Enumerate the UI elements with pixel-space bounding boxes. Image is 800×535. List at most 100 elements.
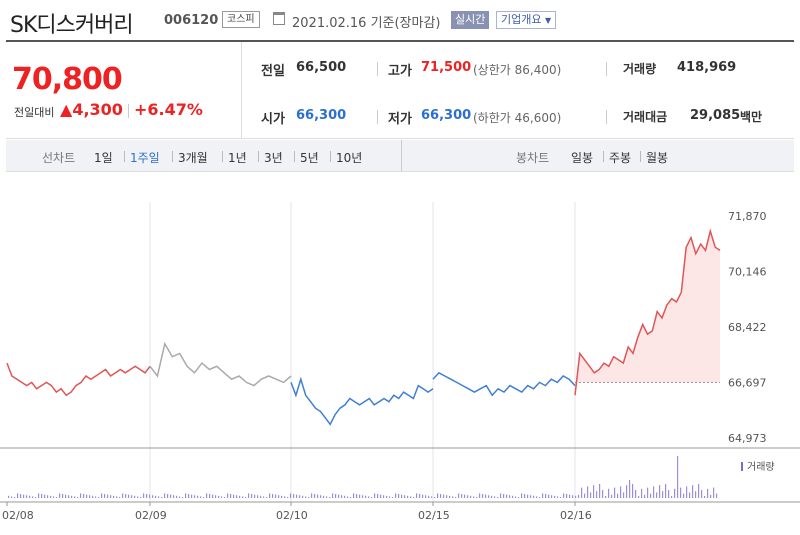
volume-bar	[260, 495, 262, 498]
volume-bar	[353, 493, 355, 498]
x-tick-label: 02/15	[418, 509, 450, 522]
y-tick-label: 64,973	[728, 432, 767, 445]
volume-bar	[188, 494, 190, 498]
volume-bar	[380, 494, 382, 498]
volume-bar	[389, 496, 391, 498]
volume-bar	[614, 487, 616, 498]
tab-separator	[330, 151, 331, 162]
volume-bar	[467, 495, 469, 498]
volume-bar	[71, 495, 73, 498]
tab-line-6[interactable]: 10년	[336, 151, 363, 165]
stock-code: 006120	[164, 13, 219, 28]
volume-bar	[545, 494, 547, 498]
tab-candle-2[interactable]: 월봉	[646, 151, 669, 165]
volume-bar	[491, 495, 493, 498]
change-percent: +6.47%	[134, 100, 203, 119]
volume-bar	[128, 494, 130, 498]
volume-bar	[506, 494, 508, 498]
volume-bar	[341, 495, 343, 498]
volume-bar	[11, 496, 13, 498]
tab-candle-1[interactable]: 주봉	[609, 151, 632, 165]
volume-bar	[314, 494, 316, 498]
chevron-down-icon: ▼	[544, 16, 552, 25]
price-panel: 70,800 전일대비 ▲4,300 +6.47% 전일 66,500 고가 7…	[6, 40, 794, 139]
y-tick-label: 70,146	[728, 265, 767, 278]
volume-legend: 거래량	[747, 461, 775, 473]
volume-bar	[26, 495, 28, 498]
volume-bar	[200, 496, 202, 498]
volume-bar	[485, 494, 487, 498]
volume-bar	[548, 494, 550, 498]
tab-separator	[222, 151, 223, 162]
price-line-02-10	[290, 376, 434, 426]
open-value: 66,300	[296, 108, 347, 123]
volume-bar	[530, 495, 532, 498]
chart-lines	[6, 228, 721, 426]
volume-bar	[284, 496, 286, 498]
volume-bar	[17, 493, 19, 498]
volume-bar	[458, 493, 460, 498]
tab-line-3[interactable]: 1년	[228, 151, 247, 165]
volume-bar	[41, 494, 43, 498]
volume-bar	[146, 494, 148, 498]
volume-bar	[14, 497, 16, 498]
x-tick-label: 02/10	[276, 509, 308, 522]
divider	[606, 62, 607, 76]
volume-bar	[101, 493, 103, 498]
tab-line-1[interactable]: 1주일	[130, 151, 160, 165]
current-price: 70,800	[12, 62, 123, 97]
volume-bar	[455, 497, 457, 498]
volume-bar	[224, 497, 226, 498]
amount-label: 거래대금	[623, 110, 668, 124]
volume-bar	[176, 495, 178, 498]
tab-separator	[258, 151, 259, 162]
volume-bar	[191, 494, 193, 498]
volume-bar	[38, 493, 40, 498]
volume-bar	[662, 491, 664, 498]
tab-line-2[interactable]: 3개월	[178, 151, 208, 165]
prev-close-value: 66,500	[296, 60, 347, 75]
volume-bar	[185, 493, 187, 498]
volume-bar	[56, 497, 58, 498]
price-line-02-16	[574, 228, 721, 396]
tab-line-0[interactable]: 1일	[94, 151, 113, 165]
tab-candle-0[interactable]: 일봉	[571, 151, 594, 165]
volume-bar	[668, 490, 670, 498]
volume-bar	[296, 494, 298, 498]
volume-bar	[371, 497, 373, 498]
volume-bar	[536, 496, 538, 498]
volume-bar	[113, 495, 115, 498]
volume-bar	[356, 494, 358, 498]
volume-bar	[587, 486, 589, 498]
tab-separator	[603, 151, 604, 162]
volume-bar	[182, 497, 184, 498]
volume-bar	[674, 488, 676, 498]
volume-bar	[233, 494, 235, 498]
volume-bar	[155, 495, 157, 498]
y-tick-label: 68,422	[728, 321, 767, 334]
volume-bar	[29, 495, 31, 498]
reference-date: 2021.02.16 기준(장마감)	[292, 16, 441, 31]
volume-bar	[47, 495, 49, 498]
volume-bar	[515, 496, 517, 498]
tab-line-5[interactable]: 5년	[300, 151, 319, 165]
volume-bar	[383, 495, 385, 498]
volume-bar	[608, 488, 610, 498]
change-amount: 4,300	[72, 100, 123, 119]
tab-separator	[124, 151, 125, 162]
candle-chart-label: 봉차트	[516, 151, 550, 165]
prev-close-label: 전일	[261, 64, 285, 79]
company-overview-button[interactable]: 기업개요 ▼	[496, 11, 557, 29]
realtime-button[interactable]: 실시간	[451, 11, 490, 29]
volume-bar	[272, 494, 274, 498]
volume-bar	[539, 497, 541, 498]
volume-bar	[593, 485, 595, 498]
volume-bar	[299, 495, 301, 498]
volume-bar	[122, 493, 124, 498]
volume-bar	[221, 496, 223, 498]
tab-line-4[interactable]: 3년	[264, 151, 283, 165]
amount-value: 29,085	[690, 108, 741, 123]
volume-bar	[152, 495, 154, 498]
volume-bar	[245, 497, 247, 498]
